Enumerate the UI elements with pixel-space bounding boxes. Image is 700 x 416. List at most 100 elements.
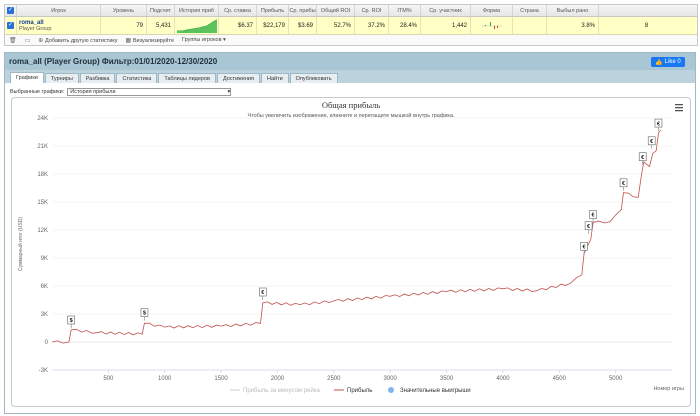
chart-panel: roma_all (Player Group) Фильтр:01/01/202… [4,52,696,414]
facebook-like-button[interactable]: 👍 Like 0 [651,57,685,67]
y-tick-label: -3K [39,368,48,374]
chart-icon: ▦ [125,37,133,44]
significant-win-marker [654,118,663,128]
trash-icon[interactable]: 🗑 [9,37,17,44]
x-tick-label: 1500 [214,376,228,382]
x-tick-label: 3000 [384,376,398,382]
stats-header: ✓ Игрок Уровень Подсчет История приб Ср.… [5,5,697,17]
significant-win-symbol: € [641,155,644,161]
copy-icon[interactable]: ▭ [24,37,31,44]
significant-win-marker [584,221,593,231]
chart-container[interactable]: Общая прибыль Чтобы увеличить изображение… [11,97,691,407]
extra-cell: 8 [644,22,649,29]
y-tick-label: 12K [37,228,48,234]
avg-profit-cell: $3.69 [289,17,317,34]
header-country[interactable]: Страна [513,5,547,16]
count-cell: 5,431 [147,17,175,34]
stats-toolbar: 🗑 ▭ ⊕ Добавить другую статистику ▦ Визуа… [5,35,697,45]
header-avg-entrants[interactable]: Ср. участник [421,5,471,16]
plus-icon: ⊕ [38,37,45,44]
chart-select-label: Выбранные графики: [10,89,65,95]
header-player[interactable]: Игрок [17,5,101,16]
y-axis-label: Суммарный итог (USD) [17,217,24,271]
y-tick-label: 24K [37,116,48,122]
player-group: Player Group [19,25,52,32]
x-tick-label: 500 [103,376,114,382]
select-all-checkbox[interactable]: ✓ [5,5,17,16]
significant-win-symbol: € [592,213,595,219]
y-tick-label: 6K [41,284,48,290]
chart-title: Общая прибыль [322,100,380,110]
significant-win-symbol: € [622,181,625,187]
tab-tournaments[interactable]: Турниры [44,73,79,83]
avg-roi-cell: 37.2% [355,17,389,34]
header-level[interactable]: Уровень [101,5,147,16]
legend-item[interactable]: Прибыль за минусом рейка [243,387,321,394]
tab-publish[interactable]: Опубликовать [289,73,338,83]
visualize-link[interactable]: ▦ Визуализируйте [125,37,175,44]
header-early-exit[interactable]: Выбыл рано [547,5,599,16]
table-row[interactable]: ✓ roma_all Player Group 79 5,431 $6.37 $… [5,17,697,35]
header-extra [599,5,697,16]
profit-chart[interactable]: Общая прибыль Чтобы увеличить изображение… [12,98,690,406]
profit-series-line [51,129,662,344]
header-count[interactable]: Подсчет [147,5,175,16]
header-profit[interactable]: Прибыль [257,5,289,16]
y-tick-label: 18K [37,172,48,178]
significant-win-marker [140,308,149,317]
panel-header: roma_all (Player Group) Фильтр:01/01/202… [5,53,695,70]
y-tick-label: 21K [37,144,48,150]
chart-select[interactable]: История прибыли ▾ [67,88,232,96]
player-cell[interactable]: roma_all Player Group [17,17,101,34]
significant-win-symbol: $ [70,318,73,324]
significant-win-marker [580,241,588,251]
significant-win-symbol: $ [143,311,146,317]
player-groups-dropdown[interactable]: Группы игроков ▾ [182,37,226,43]
legend-item[interactable]: Значительные выигрыши [400,388,471,394]
x-tick-label: 3500 [440,376,454,382]
significant-win-symbol: € [261,290,264,296]
tab-leaderboards[interactable]: Таблицы лидеров [158,73,216,83]
significant-win-marker [647,136,656,146]
header-form[interactable]: Форма [471,5,513,16]
menu-icon[interactable] [675,104,683,112]
header-itm[interactable]: ITM% [389,5,421,16]
total-roi-cell: 52.7% [317,17,355,34]
history-sparkline [175,17,219,34]
x-tick-label: 4500 [553,376,567,382]
y-tick-label: 3K [41,312,48,318]
x-tick-label: 2000 [271,376,285,382]
tab-breakdown[interactable]: Разбивка [79,73,116,83]
form-sparkline [471,17,513,34]
tab-statistics[interactable]: Статистика [116,73,158,83]
player-name[interactable]: roma_all [19,19,44,26]
thumbs-up-icon: 👍 [655,59,663,66]
significant-win-symbol: € [657,121,660,127]
chart-select-value: История прибыли [70,89,116,95]
chart-subtitle: Чтобы увеличить изображение, кликните и … [247,112,455,119]
x-tick-label: 4000 [496,376,510,382]
row-checkbox[interactable]: ✓ [5,17,17,34]
header-avg-roi[interactable]: Ср. ROI [355,5,389,16]
header-avg-stake[interactable]: Ср. ставка [219,5,257,16]
chevron-down-icon: ▾ [227,89,231,95]
tab-find[interactable]: Найти [260,73,289,83]
y-tick-label: 0 [45,340,49,346]
x-tick-label: 1000 [158,376,172,382]
add-stats-link[interactable]: ⊕ Добавить другую статистику [38,37,118,44]
significant-win-symbol: € [650,139,653,145]
header-total-roi[interactable]: Общий ROI [317,5,355,16]
significant-win-symbol: € [583,244,586,250]
y-tick-label: 9K [41,256,48,262]
header-history[interactable]: История приб [175,5,219,16]
significant-win-marker [589,210,597,219]
header-avg-profit[interactable]: Ср. прибы [289,5,317,16]
legend-item[interactable]: Прибыль [347,388,372,394]
country-cell [513,17,547,34]
tab-achievements[interactable]: Достижения [216,73,260,83]
profit-cell: $22,179 [257,17,289,34]
significant-win-symbol: € [587,224,590,230]
panel-title: roma_all (Player Group) Фильтр:01/01/202… [9,57,218,66]
tab-charts[interactable]: Графики [10,72,44,83]
level-cell: 79 [101,17,147,34]
